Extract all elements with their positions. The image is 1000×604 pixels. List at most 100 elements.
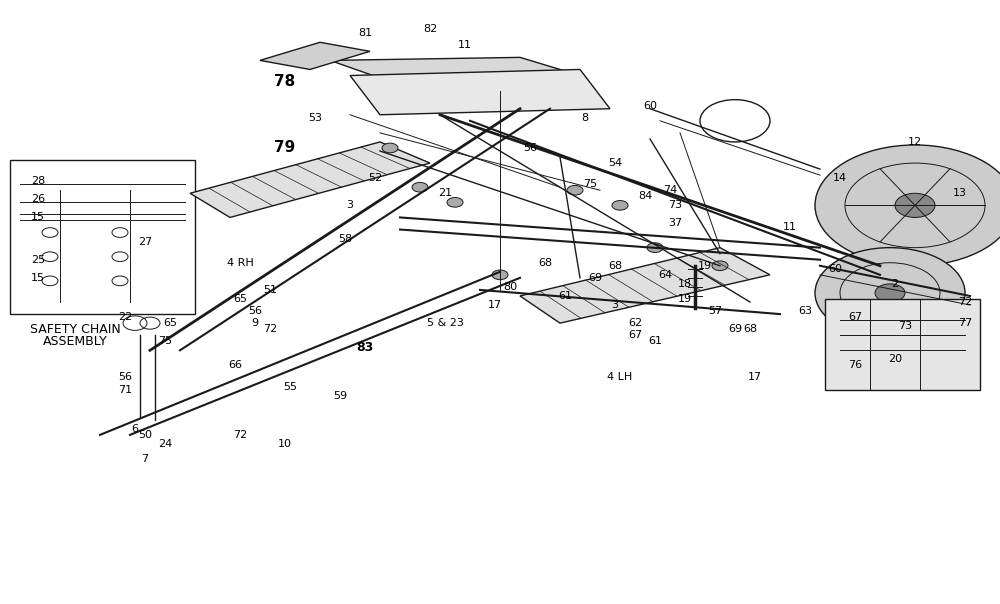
- Text: 20: 20: [888, 355, 902, 364]
- Text: 69: 69: [588, 273, 602, 283]
- Text: 18: 18: [678, 279, 692, 289]
- Text: 3: 3: [612, 300, 618, 310]
- Text: 67: 67: [628, 330, 642, 340]
- Text: 59: 59: [333, 391, 347, 400]
- Circle shape: [647, 243, 663, 252]
- Text: 64: 64: [658, 270, 672, 280]
- Text: 19: 19: [678, 294, 692, 304]
- Polygon shape: [190, 142, 430, 217]
- Text: 25: 25: [31, 255, 45, 265]
- Polygon shape: [520, 248, 770, 323]
- Text: 75: 75: [158, 336, 172, 346]
- Text: 80: 80: [503, 282, 517, 292]
- Text: 15: 15: [31, 213, 45, 222]
- Text: 27: 27: [138, 237, 152, 246]
- Circle shape: [712, 261, 728, 271]
- Text: 52: 52: [368, 173, 382, 183]
- Text: 14: 14: [833, 173, 847, 183]
- Text: 76: 76: [848, 361, 862, 370]
- Text: 68: 68: [608, 261, 622, 271]
- Text: 12: 12: [908, 137, 922, 147]
- Text: 75: 75: [583, 179, 597, 189]
- Text: 84: 84: [638, 191, 652, 201]
- Text: 10: 10: [278, 439, 292, 449]
- Text: 28: 28: [31, 176, 45, 186]
- Text: 65: 65: [233, 294, 247, 304]
- Text: SAFETY CHAIN: SAFETY CHAIN: [30, 323, 120, 336]
- Text: 15: 15: [31, 273, 45, 283]
- Text: 11: 11: [458, 40, 472, 50]
- Text: 53: 53: [308, 113, 322, 123]
- Text: 11: 11: [783, 222, 797, 231]
- Text: 73: 73: [898, 321, 912, 331]
- Text: 21: 21: [438, 188, 452, 198]
- Text: 78: 78: [274, 74, 296, 89]
- Text: 66: 66: [228, 361, 242, 370]
- Text: 63: 63: [798, 306, 812, 316]
- Circle shape: [492, 270, 508, 280]
- Text: 57: 57: [708, 306, 722, 316]
- Text: 17: 17: [488, 300, 502, 310]
- Text: 83: 83: [356, 341, 374, 354]
- Polygon shape: [260, 42, 370, 69]
- Text: 56: 56: [248, 306, 262, 316]
- Text: 4 LH: 4 LH: [607, 373, 633, 382]
- Circle shape: [895, 193, 935, 217]
- Text: 8: 8: [581, 113, 589, 123]
- Text: 22: 22: [118, 312, 132, 322]
- Text: 6: 6: [132, 424, 138, 434]
- Text: 54: 54: [608, 158, 622, 168]
- Text: 4 RH: 4 RH: [227, 258, 253, 268]
- Text: 72: 72: [263, 324, 277, 334]
- Text: 60: 60: [643, 101, 657, 111]
- Text: 73: 73: [668, 201, 682, 210]
- Text: 67: 67: [848, 312, 862, 322]
- Text: 81: 81: [358, 28, 372, 38]
- Text: 68: 68: [743, 324, 757, 334]
- Text: 2: 2: [891, 279, 899, 289]
- Circle shape: [875, 284, 905, 302]
- Circle shape: [815, 248, 965, 338]
- Text: 56: 56: [118, 373, 132, 382]
- Text: 61: 61: [648, 336, 662, 346]
- Text: 50: 50: [138, 430, 152, 440]
- Text: 68: 68: [538, 258, 552, 268]
- Text: 9: 9: [251, 318, 259, 328]
- Text: 65: 65: [163, 318, 177, 328]
- Text: 79: 79: [274, 141, 296, 155]
- Polygon shape: [350, 69, 610, 115]
- Text: 58: 58: [338, 234, 352, 243]
- Text: 69: 69: [728, 324, 742, 334]
- Circle shape: [567, 185, 583, 195]
- Text: 3: 3: [347, 201, 354, 210]
- Text: 60: 60: [828, 264, 842, 274]
- Text: 37: 37: [668, 219, 682, 228]
- Text: 62: 62: [628, 318, 642, 328]
- Bar: [10, 160, 195, 314]
- Text: 7: 7: [141, 454, 149, 464]
- Text: 5 & 23: 5 & 23: [427, 318, 463, 328]
- Circle shape: [815, 145, 1000, 266]
- Text: 24: 24: [158, 439, 172, 449]
- Text: 17: 17: [748, 373, 762, 382]
- Text: 55: 55: [283, 382, 297, 391]
- Circle shape: [612, 201, 628, 210]
- Text: 82: 82: [423, 24, 437, 34]
- Text: 56: 56: [523, 143, 537, 153]
- Circle shape: [412, 182, 428, 192]
- Text: 19: 19: [698, 261, 712, 271]
- Text: 74: 74: [663, 185, 677, 195]
- Text: 77: 77: [958, 318, 972, 328]
- Bar: [825, 299, 980, 390]
- Polygon shape: [330, 57, 580, 82]
- Text: ASSEMBLY: ASSEMBLY: [43, 335, 107, 348]
- Text: 26: 26: [31, 194, 45, 204]
- Text: 51: 51: [263, 285, 277, 295]
- Text: 61: 61: [558, 291, 572, 301]
- Text: 13: 13: [953, 188, 967, 198]
- Text: 71: 71: [118, 385, 132, 394]
- Text: 72: 72: [233, 430, 247, 440]
- Text: 72: 72: [958, 297, 972, 307]
- Circle shape: [382, 143, 398, 153]
- Circle shape: [447, 198, 463, 207]
